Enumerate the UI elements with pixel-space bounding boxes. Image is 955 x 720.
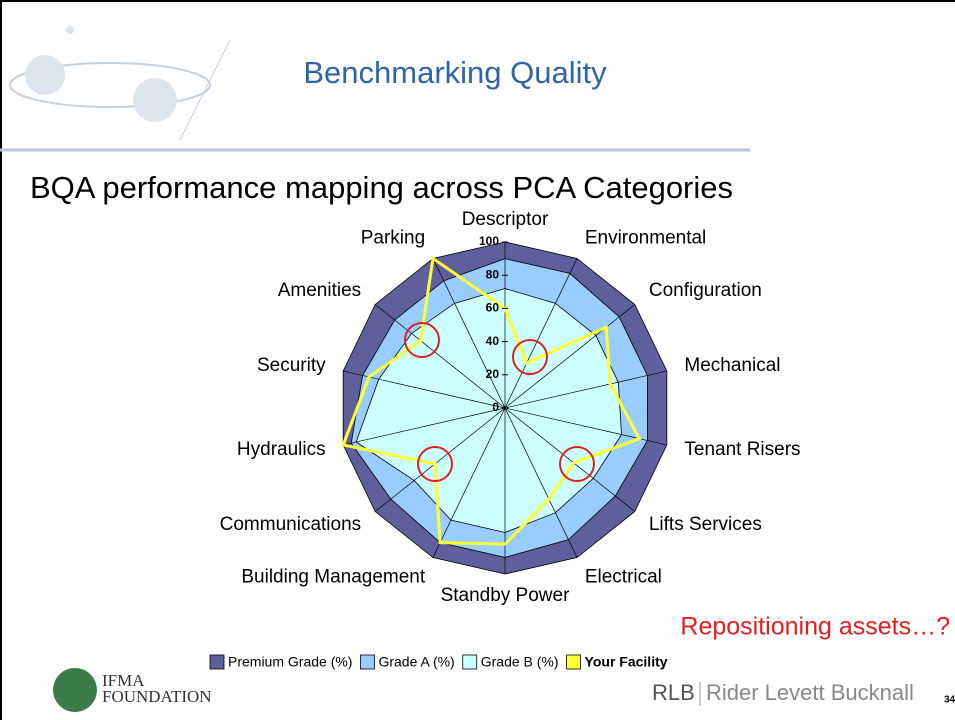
highlight-circle (404, 322, 440, 358)
spoke (504, 304, 636, 409)
highlight-circle (417, 446, 453, 482)
legend-label: Premium Grade (%) (228, 654, 352, 670)
logo-left: IFMA FOUNDATION (53, 668, 212, 712)
decoration (133, 78, 177, 122)
header-art (9, 26, 231, 141)
category-label: Parking (361, 228, 425, 249)
spoke (504, 370, 667, 409)
legend-swatch (566, 654, 581, 670)
decoration (25, 55, 65, 95)
logo-text: IFMA (102, 671, 145, 690)
spoke (343, 407, 506, 446)
legend-label: Grade A (%) (378, 654, 454, 670)
legend-label: Your Facility (585, 654, 668, 670)
category-label: Descriptor (462, 209, 549, 230)
tick-label: 100 (479, 234, 499, 248)
category-label: Hydraulics (237, 439, 326, 460)
highlight-circles (404, 322, 595, 482)
logo-right-name: Rider Levett Bucknall (706, 680, 914, 705)
spoke (432, 407, 506, 558)
spoke (374, 407, 506, 512)
tick-label: 60 (486, 301, 500, 315)
page-number: 34 (944, 695, 955, 706)
category-label: Mechanical (684, 355, 780, 376)
spoke (504, 258, 578, 409)
legend-label: Grade B (%) (481, 654, 559, 670)
subtitle: BQA performance mapping across PCA Categ… (30, 170, 733, 205)
spoke (432, 258, 506, 409)
decoration (9, 62, 211, 108)
category-label: Security (257, 355, 326, 376)
category-label: Standby Power (441, 585, 571, 606)
highlight-circle (512, 339, 548, 375)
annotation: Repositioning assets…? (680, 613, 950, 641)
category-label: Amenities (278, 280, 361, 301)
slide-title: Benchmarking Quality (303, 55, 607, 90)
legend-swatch (209, 654, 225, 670)
legend-swatch (360, 654, 375, 670)
spoke (504, 407, 578, 558)
facility-line (341, 255, 642, 546)
tick-label: 40 (486, 334, 500, 348)
tick-label: 0 (492, 400, 499, 414)
tick-label: 20 (486, 367, 500, 381)
category-label: Communications (220, 514, 362, 535)
legend-swatch (462, 654, 478, 670)
category-label: Configuration (649, 280, 762, 301)
category-label: Tenant Risers (684, 439, 800, 460)
tick-label: 80 (486, 267, 500, 281)
category-label: Electrical (585, 566, 662, 587)
logo-right-mark: RLB (652, 680, 695, 705)
category-label: Lifts Services (649, 514, 762, 535)
radar-chart: Descriptor Environmental Configuration Mech… (220, 209, 801, 606)
decoration (179, 39, 231, 141)
spoke (374, 304, 506, 409)
logo-globe (53, 668, 97, 712)
spoke (504, 407, 636, 512)
logo-text: FOUNDATION (102, 687, 212, 706)
highlight-circle (559, 446, 595, 482)
category-label: Environmental (585, 228, 706, 249)
decoration (66, 26, 74, 34)
category-label: Building Management (241, 566, 426, 587)
legend: Premium Grade (%) Grade A (%) Grade B (%) Y… (209, 654, 668, 670)
